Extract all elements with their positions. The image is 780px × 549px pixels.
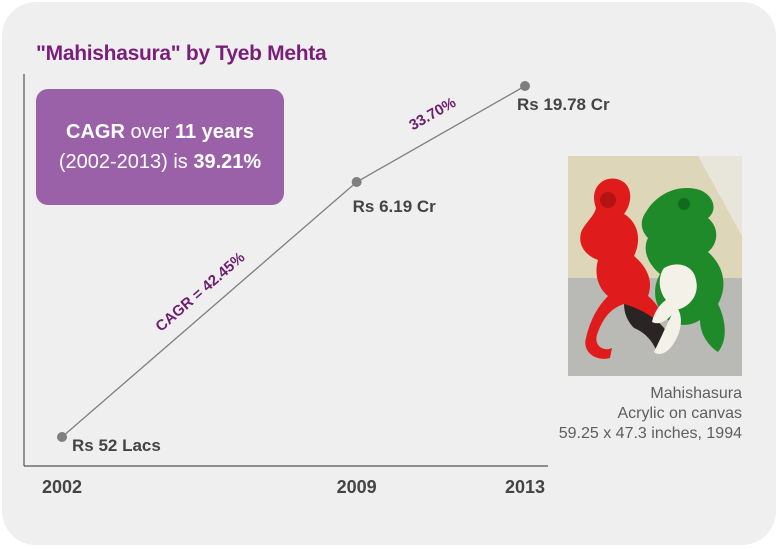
- data-label-2009: Rs 6.19 Cr: [353, 197, 437, 216]
- mahishasura-painting: [568, 156, 742, 376]
- x-tick-2009: 2009: [337, 477, 377, 497]
- data-label-2002: Rs 52 Lacs: [72, 436, 161, 455]
- cagr-period: (2002-2013) is: [58, 151, 194, 173]
- cagr-line-2: (2002-2013) is 39.21%: [36, 147, 284, 177]
- cagr-years: 11 years: [174, 121, 254, 143]
- cagr-over: over: [124, 121, 175, 143]
- chart-title: "Mahishasura" by Tyeb Mehta: [36, 42, 327, 65]
- segment-cagr-label-1: CAGR = 42.45%: [152, 249, 248, 335]
- cagr-summary-box: CAGR over 11 years (2002-2013) is 39.21%: [36, 89, 284, 205]
- data-label-2013: Rs 19.78 Cr: [517, 95, 610, 114]
- cagr-value: 39.21%: [193, 151, 262, 173]
- x-tick-2002: 2002: [42, 477, 82, 497]
- data-point-2002: [57, 432, 67, 442]
- caption-title: Mahishasura: [650, 385, 742, 402]
- data-point-2009: [351, 177, 362, 187]
- artwork-caption: Mahishasura Acrylic on canvas 59.25 x 47…: [480, 384, 742, 444]
- caption-dimensions: 59.25 x 47.3 inches, 1994: [558, 425, 742, 442]
- caption-medium: Acrylic on canvas: [617, 405, 743, 422]
- cagr-label: CAGR: [66, 121, 125, 143]
- x-tick-2013: 2013: [505, 477, 545, 497]
- data-point-2013: [520, 81, 530, 91]
- cagr-line-1: CAGR over 11 years: [36, 117, 284, 147]
- series-line: [61, 85, 526, 438]
